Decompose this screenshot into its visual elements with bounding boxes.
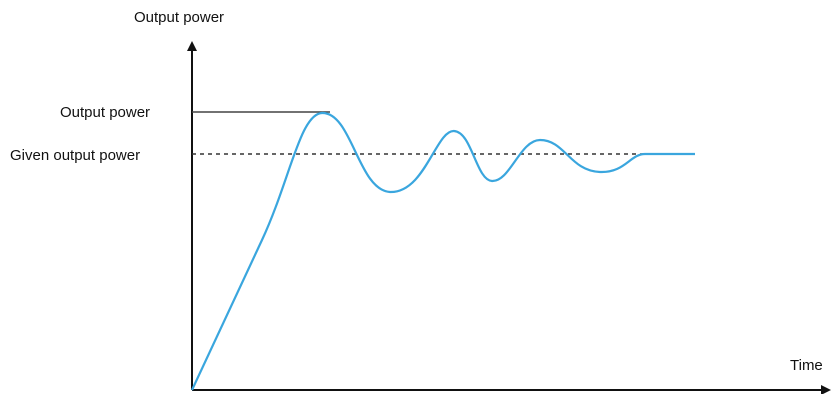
x-axis-label: Time [790, 357, 823, 374]
response-curve [191, 111, 695, 391]
y-axis-label: Output power [134, 9, 224, 26]
given-output-label: Given output power [10, 147, 140, 164]
upper-level-label: Output power [60, 104, 150, 121]
